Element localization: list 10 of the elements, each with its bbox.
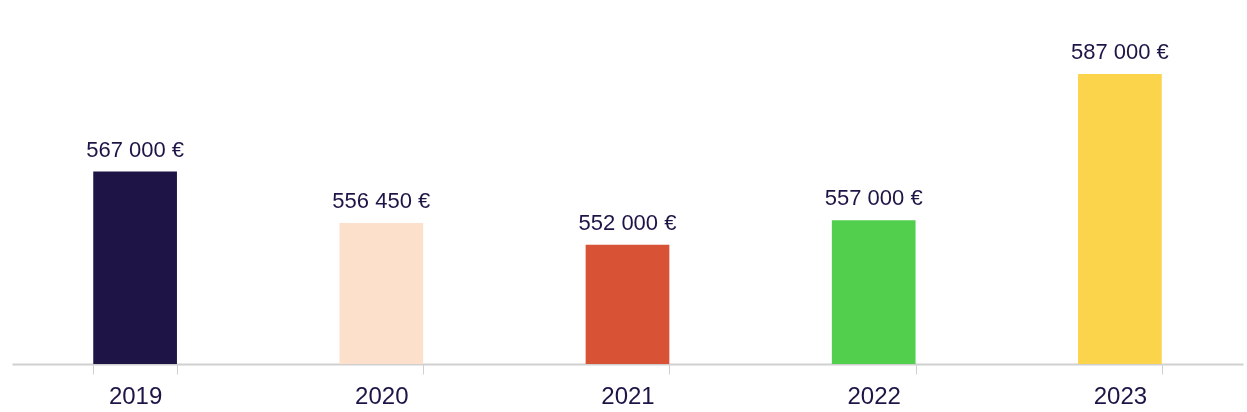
data-label: 587 000 €: [1070, 39, 1169, 65]
data-label: 556 450 €: [332, 187, 431, 213]
x-tick-label: 2022: [847, 381, 901, 409]
x-tick-label: 2019: [108, 381, 163, 409]
data-label: 557 000 €: [824, 185, 923, 211]
x-tick-label: 2020: [355, 381, 409, 409]
x-tick-label: 2021: [601, 381, 655, 409]
data-label: 552 000 €: [578, 209, 677, 235]
data-label: 567 000 €: [86, 136, 185, 162]
x-tick-label: 2023: [1093, 381, 1148, 409]
